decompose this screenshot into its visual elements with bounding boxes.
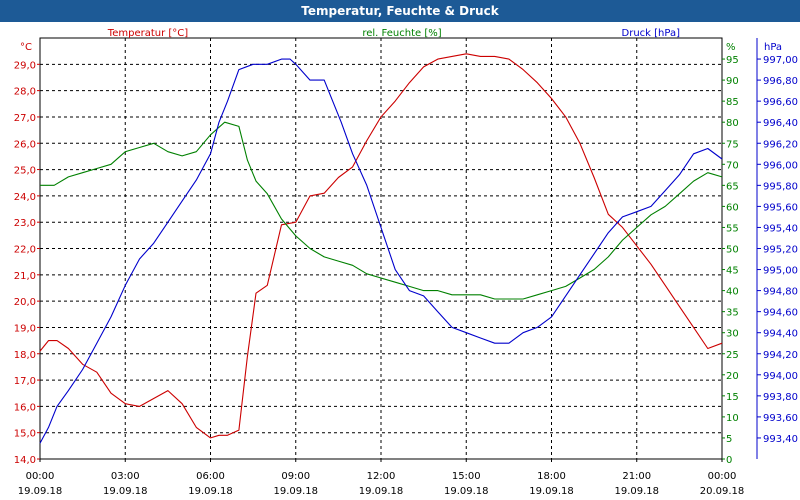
temperature-tick-label: 24,0 bbox=[14, 192, 36, 203]
temperature-series-line bbox=[39, 53, 723, 439]
pressure-tick-label: 995,60 bbox=[763, 202, 798, 213]
temperature-tick-label: 15,0 bbox=[14, 429, 36, 440]
x-tick-date-label: 19.09.18 bbox=[359, 486, 404, 497]
humidity-tick-label: 80 bbox=[726, 118, 739, 129]
temperature-tick-label: 20,0 bbox=[14, 297, 36, 308]
x-tick-time-label: 21:00 bbox=[622, 471, 651, 482]
temperature-tick-label: 21,0 bbox=[14, 271, 36, 282]
pressure-tick-label: 995,20 bbox=[763, 245, 798, 256]
pressure-tick-label: 996,00 bbox=[763, 160, 798, 171]
pressure-tick-label: 994,40 bbox=[763, 329, 798, 340]
x-tick-time-label: 00:00 bbox=[708, 471, 737, 482]
chart-title: Temperatur, Feuchte & Druck bbox=[0, 0, 800, 22]
humidity-tick-label: 35 bbox=[726, 308, 739, 319]
temperature-tick-label: 14,0 bbox=[14, 455, 36, 466]
temperature-tick-label: 29,0 bbox=[14, 60, 36, 71]
humidity-series-line bbox=[40, 121, 723, 300]
humidity-tick-label: 15 bbox=[726, 392, 739, 403]
temperature-tick-label: 27,0 bbox=[14, 113, 36, 124]
humidity-tick-label: 30 bbox=[726, 329, 739, 340]
humidity-tick-label: 10 bbox=[726, 413, 739, 424]
pressure-tick-label: 995,00 bbox=[763, 266, 798, 277]
pressure-tick-label: 993,60 bbox=[763, 413, 798, 424]
humidity-tick-label: 90 bbox=[726, 76, 739, 87]
x-tick-time-label: 15:00 bbox=[452, 471, 481, 482]
pressure-series-line bbox=[39, 58, 723, 444]
humidity-tick-label: 60 bbox=[726, 202, 739, 213]
humidity-tick-label: 70 bbox=[726, 160, 739, 171]
humidity-tick-label: 0 bbox=[726, 455, 732, 466]
x-tick-date-label: 19.09.18 bbox=[188, 486, 233, 497]
pressure-tick-label: 996,80 bbox=[763, 76, 798, 87]
humidity-tick-label: 20 bbox=[726, 371, 739, 382]
temperature-tick-label: 28,0 bbox=[14, 87, 36, 98]
humidity-tick-label: 85 bbox=[726, 97, 739, 108]
humidity-tick-label: 25 bbox=[726, 350, 739, 361]
temperature-tick-label: 23,0 bbox=[14, 218, 36, 229]
x-tick-time-label: 03:00 bbox=[111, 471, 140, 482]
temperature-unit-label: °C bbox=[20, 42, 32, 53]
pressure-tick-label: 997,00 bbox=[763, 55, 798, 66]
pressure-tick-label: 995,80 bbox=[763, 181, 798, 192]
x-tick-date-label: 20.09.18 bbox=[700, 486, 745, 497]
pressure-tick-label: 993,80 bbox=[763, 392, 798, 403]
humidity-tick-label: 40 bbox=[726, 287, 739, 298]
x-tick-date-label: 19.09.18 bbox=[273, 486, 318, 497]
humidity-tick-label: 75 bbox=[726, 139, 739, 150]
x-tick-date-label: 19.09.18 bbox=[103, 486, 148, 497]
x-tick-time-label: 18:00 bbox=[537, 471, 566, 482]
pressure-tick-label: 994,80 bbox=[763, 287, 798, 298]
pressure-tick-label: 996,40 bbox=[763, 118, 798, 129]
pressure-tick-label: 996,20 bbox=[763, 139, 798, 150]
humidity-tick-label: 65 bbox=[726, 181, 739, 192]
x-tick-date-label: 19.09.18 bbox=[614, 486, 659, 497]
pressure-tick-label: 993,40 bbox=[763, 434, 798, 445]
temperature-tick-label: 17,0 bbox=[14, 376, 36, 387]
pressure-unit-label: hPa bbox=[764, 42, 782, 53]
x-tick-date-label: 19.09.18 bbox=[18, 486, 63, 497]
pressure-tick-label: 994,20 bbox=[763, 350, 798, 361]
temperature-tick-label: 16,0 bbox=[14, 402, 36, 413]
humidity-tick-label: 5 bbox=[726, 434, 732, 445]
x-tick-time-label: 09:00 bbox=[281, 471, 310, 482]
humidity-tick-label: 50 bbox=[726, 245, 739, 256]
legend-entry: Druck [hPa] bbox=[622, 28, 681, 39]
x-tick-time-label: 12:00 bbox=[367, 471, 396, 482]
humidity-unit-label: % bbox=[726, 42, 736, 53]
x-tick-date-label: 19.09.18 bbox=[529, 486, 574, 497]
humidity-tick-label: 55 bbox=[726, 223, 739, 234]
temperature-tick-label: 19,0 bbox=[14, 323, 36, 334]
legend-entry: Temperatur [°C] bbox=[107, 28, 188, 39]
legend-entry: rel. Feuchte [%] bbox=[362, 28, 441, 39]
humidity-tick-label: 45 bbox=[726, 266, 739, 277]
pressure-tick-label: 994,00 bbox=[763, 371, 798, 382]
pressure-tick-label: 994,60 bbox=[763, 308, 798, 319]
temperature-tick-label: 22,0 bbox=[14, 245, 36, 256]
humidity-tick-label: 95 bbox=[726, 55, 739, 66]
x-tick-time-label: 06:00 bbox=[196, 471, 225, 482]
x-tick-date-label: 19.09.18 bbox=[444, 486, 489, 497]
pressure-tick-label: 996,60 bbox=[763, 97, 798, 108]
x-tick-time-label: 00:00 bbox=[26, 471, 55, 482]
temperature-tick-label: 26,0 bbox=[14, 139, 36, 150]
chart-canvas: 14,0 15,0 16,0 17,0 18,0 19,0 20,0 21,0 22,0 23,0… bbox=[14, 28, 798, 497]
temperature-tick-label: 25,0 bbox=[14, 166, 36, 177]
pressure-tick-label: 995,40 bbox=[763, 223, 798, 234]
temperature-tick-label: 18,0 bbox=[14, 350, 36, 361]
